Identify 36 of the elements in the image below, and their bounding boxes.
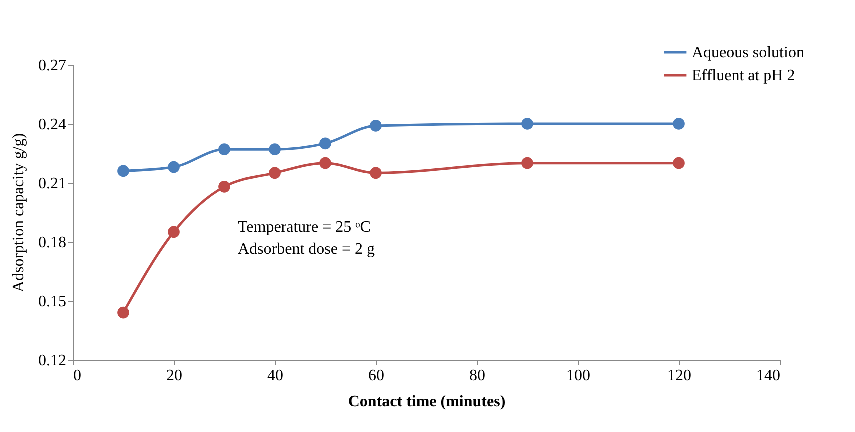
x-tick-label: 80 <box>470 368 486 384</box>
point <box>673 157 685 170</box>
x-tick-label: 140 <box>756 368 780 384</box>
point <box>269 167 281 180</box>
y-axis-title: Adsorption capacity g/g) <box>10 133 28 293</box>
x-tick-label: 20 <box>166 368 182 384</box>
point <box>370 167 382 180</box>
point <box>269 144 281 156</box>
y-tick-label: 0.12 <box>38 352 66 370</box>
point <box>673 118 685 130</box>
y-tick-label: 0.27 <box>38 58 66 74</box>
legend-label: Effluent at pH 2 <box>692 68 796 84</box>
x-tick-label: 0 <box>74 368 82 384</box>
point <box>168 226 180 238</box>
x-tick-label: 40 <box>268 368 284 384</box>
point <box>320 138 332 150</box>
point <box>218 144 230 156</box>
point <box>522 118 534 130</box>
point <box>218 181 230 193</box>
y-tick-label: 0.21 <box>38 176 66 192</box>
point <box>370 120 382 132</box>
y-tick-label: 0.24 <box>38 116 66 134</box>
y-tick-label: 0.18 <box>38 234 66 252</box>
x-axis-title: Contact time (minutes) <box>348 394 506 410</box>
annotation: Adsorbent dose = 2 g <box>238 241 376 258</box>
x-tick-label: 120 <box>668 368 692 384</box>
x-tick-label: 100 <box>566 368 590 384</box>
point <box>168 161 180 174</box>
legend-label: Aqueous solution <box>692 44 804 62</box>
point <box>118 306 130 319</box>
x-tick-label: 60 <box>368 368 384 384</box>
y-tick-label: 0.15 <box>38 294 66 310</box>
annotation: Temperature = 25 ᵒC <box>238 219 371 236</box>
point <box>522 157 534 170</box>
point <box>320 157 332 170</box>
point <box>118 165 130 178</box>
